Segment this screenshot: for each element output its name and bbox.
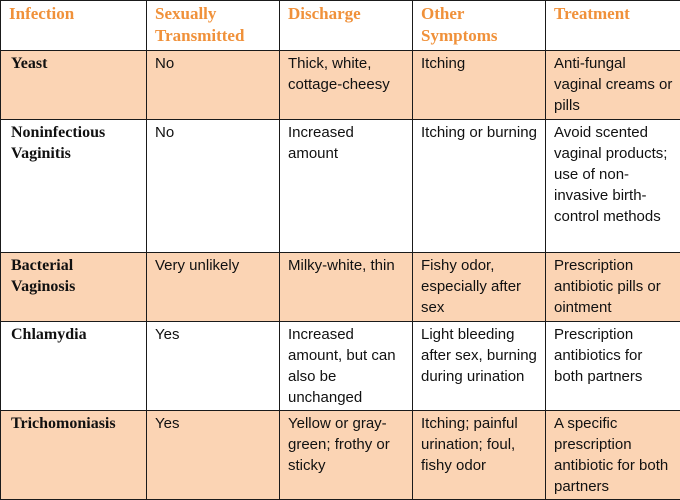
other-symptoms-cell: Itching; painful urination; foul, fishy … — [413, 411, 546, 500]
treatment-cell: Anti-fungal vaginal creams or pills — [546, 51, 680, 120]
header-sexually-transmitted: Sexually Transmitted — [147, 1, 280, 51]
treatment-cell: Prescription antibiotics for both partne… — [546, 322, 680, 411]
table-row: Yeast No Thick, white, cottage-cheesy It… — [1, 51, 680, 120]
treatment-cell: Avoid scented vaginal products; use of n… — [546, 120, 680, 253]
sexually-transmitted-cell: No — [147, 120, 280, 253]
table-row: Bacterial Vaginosis Very unlikely Milky-… — [1, 253, 680, 322]
other-symptoms-cell: Itching or burning — [413, 120, 546, 253]
sexually-transmitted-cell: Very unlikely — [147, 253, 280, 322]
sexually-transmitted-cell: Yes — [147, 411, 280, 500]
header-treatment: Treatment — [546, 1, 680, 51]
infection-cell: Yeast — [1, 51, 147, 120]
discharge-cell: Yellow or gray-green; frothy or sticky — [280, 411, 413, 500]
other-symptoms-cell: Light bleeding after sex, burning during… — [413, 322, 546, 411]
discharge-cell: Increased amount — [280, 120, 413, 253]
header-discharge: Discharge — [280, 1, 413, 51]
treatment-cell: Prescription antibiotic pills or ointmen… — [546, 253, 680, 322]
table-header-row: Infection Sexually Transmitted Discharge… — [1, 1, 680, 51]
table-row: Noninfectious Vaginitis No Increased amo… — [1, 120, 680, 253]
sexually-transmitted-cell: Yes — [147, 322, 280, 411]
infection-cell: Noninfectious Vaginitis — [1, 120, 147, 253]
discharge-cell: Increased amount, but can also be unchan… — [280, 322, 413, 411]
header-infection: Infection — [1, 1, 147, 51]
sexually-transmitted-cell: No — [147, 51, 280, 120]
discharge-cell: Thick, white, cottage-cheesy — [280, 51, 413, 120]
other-symptoms-cell: Itching — [413, 51, 546, 120]
infection-cell: Bacterial Vaginosis — [1, 253, 147, 322]
infection-cell: Chlamydia — [1, 322, 147, 411]
infection-cell: Trichomoniasis — [1, 411, 147, 500]
table-row: Trichomoniasis Yes Yellow or gray-green;… — [1, 411, 680, 500]
treatment-cell: A specific prescription antibiotic for b… — [546, 411, 680, 500]
table-row: Chlamydia Yes Increased amount, but can … — [1, 322, 680, 411]
header-other-symptoms: Other Symptoms — [413, 1, 546, 51]
other-symptoms-cell: Fishy odor, especially after sex — [413, 253, 546, 322]
discharge-cell: Milky-white, thin — [280, 253, 413, 322]
